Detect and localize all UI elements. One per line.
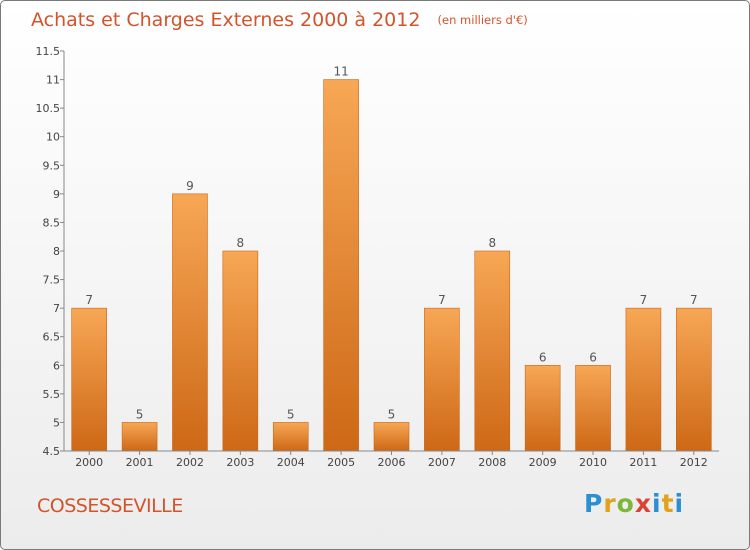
bar-2008 (474, 250, 511, 452)
y-tick-label: 5 (53, 416, 60, 429)
y-tick-label: 11 (46, 74, 60, 87)
x-axis: 2000 2001 2002 2003 2004 2005 2006 2007 2008 2009… (64, 450, 719, 469)
bar-2004 (272, 422, 309, 452)
data-label-2008: 8 (488, 236, 496, 250)
y-tick-label: 8 (53, 245, 60, 258)
data-label-2010: 6 (589, 350, 597, 364)
y-tick-label: 7 (53, 302, 60, 315)
bar-2011 (625, 307, 662, 452)
data-label-2009: 6 (539, 350, 547, 364)
x-tick-label-2012: 2012 (680, 456, 708, 469)
data-label-2004: 5 (287, 407, 295, 421)
bar-2001 (121, 422, 158, 452)
bar-2006 (373, 422, 410, 452)
y-tick-label: 8.5 (43, 216, 61, 229)
y-tick-label: 6.5 (43, 331, 61, 344)
x-tick-label-2008: 2008 (478, 456, 506, 469)
y-axis: 4.5 5 5.5 6 6.5 7 7.5 8 8.5 9 9.5 10 10.5 11 11.5 (36, 45, 65, 458)
y-tick-label: 11.5 (36, 45, 61, 58)
chart-subtitle: (en milliers d'€) (437, 13, 528, 27)
data-label-2006: 5 (388, 407, 396, 421)
bar-2005 (323, 79, 359, 452)
y-tick-label: 4.5 (43, 445, 61, 458)
chart-title: Achats et Charges Externes 2000 à 2012 (31, 9, 421, 31)
x-tick-label-2010: 2010 (579, 456, 607, 469)
x-tick-label-2003: 2003 (226, 456, 254, 469)
x-tick-label-2001: 2001 (126, 456, 154, 469)
x-tick-label-2004: 2004 (277, 456, 305, 469)
y-tick-label: 7.5 (43, 274, 61, 287)
x-tick-label-2005: 2005 (327, 456, 355, 469)
title-row: Achats et Charges Externes 2000 à 2012 (… (31, 9, 528, 31)
y-tick-label: 9.5 (43, 159, 61, 172)
x-tick-label-2000: 2000 (75, 456, 103, 469)
y-tick-label: 9 (53, 188, 60, 201)
data-label-2007: 7 (438, 293, 446, 307)
x-tick-label-2009: 2009 (529, 456, 557, 469)
bar-2003 (222, 250, 259, 452)
data-label-2002: 9 (186, 179, 194, 193)
bar-2007 (424, 307, 460, 452)
data-label-2012: 7 (690, 293, 698, 307)
x-tick-label-2006: 2006 (378, 456, 406, 469)
y-tick-label: 6 (53, 359, 60, 372)
bar-2000 (71, 307, 107, 452)
data-label-2003: 8 (237, 236, 245, 250)
data-label-2011: 7 (640, 293, 648, 307)
y-tick-label: 5.5 (43, 388, 61, 401)
bar-2002 (172, 193, 208, 452)
bar-2010 (575, 364, 611, 452)
y-tick-label: 10.5 (36, 102, 61, 115)
data-label-2001: 5 (136, 407, 144, 421)
x-tick-label-2002: 2002 (176, 456, 204, 469)
bars: 7 5 9 8 5 11 5 7 8 6 6 7 7 (71, 65, 712, 452)
y-tick-label: 10 (46, 131, 60, 144)
x-tick-label-2011: 2011 (629, 456, 657, 469)
commune-name: COSSESSEVILLE (37, 495, 183, 517)
data-label-2005: 11 (333, 65, 348, 79)
proxiti-logo[interactable]: Proxiti (584, 489, 685, 518)
bar-2009 (524, 364, 561, 452)
bar-2012 (676, 307, 712, 452)
x-tick-label-2007: 2007 (428, 456, 456, 469)
data-label-2000: 7 (85, 293, 93, 307)
